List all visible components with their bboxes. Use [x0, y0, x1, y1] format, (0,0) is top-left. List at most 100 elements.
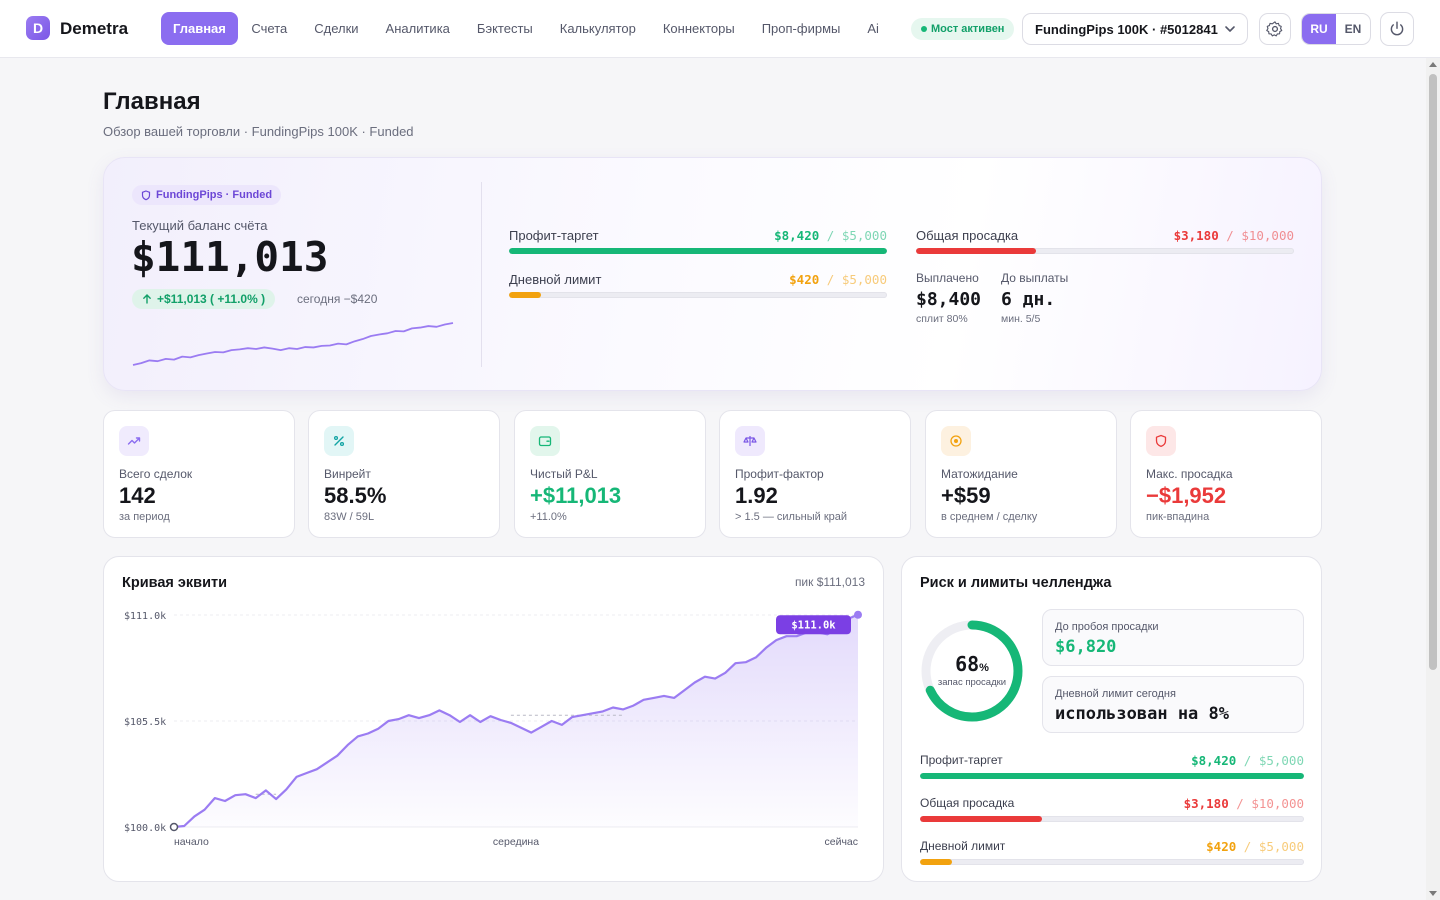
paid-out-stat: Выплачено $8,400 сплит 80% — [916, 271, 981, 325]
target-icon — [941, 426, 971, 456]
total-drawdown-amount: $3,180 — [1173, 228, 1219, 243]
stat-card-profit-factor[interactable]: Профит-фактор 1.92 > 1.5 — сильный край — [719, 410, 911, 538]
hero-divider — [481, 182, 482, 367]
daily-limit-progress-fill — [920, 859, 953, 865]
daily-limit-amount: $420 — [789, 272, 820, 287]
daily-today-box: Дневной лимит сегодня использован на 8% — [1042, 676, 1304, 733]
y-tick-label: $111.0k — [124, 611, 166, 622]
gauge-unit: % — [979, 662, 989, 674]
stat-value: 58.5% — [324, 483, 387, 508]
balance-change-value: +$11,013 ( +11.0% ) — [157, 292, 266, 306]
profit-target-progress — [509, 248, 887, 254]
total-drawdown-label: Общая просадка — [916, 228, 1019, 243]
stat-sub: > 1.5 — сильный край — [735, 511, 848, 523]
lang-en-button[interactable]: EN — [1344, 22, 1362, 36]
scroll-down-icon[interactable] — [1429, 891, 1437, 896]
nav-item-connectors[interactable]: Коннекторы — [662, 21, 735, 36]
stat-value: +$11,013 — [530, 483, 622, 508]
stat-value: 142 — [119, 483, 156, 508]
to-payout-label: До выплаты — [1001, 271, 1069, 285]
stat-card-winrate[interactable]: Винрейт 58.5% 83W / 59L — [308, 410, 500, 538]
daily-limit-limit: / $5,000 — [1243, 839, 1304, 854]
scrollbar-thumb[interactable] — [1429, 74, 1437, 670]
bridge-status-label: Мост активен — [931, 23, 1005, 35]
nav-item-analytics[interactable]: Аналитика — [385, 21, 450, 36]
risk-title: Риск и лимиты челленджа — [920, 575, 1112, 591]
nav-item-ai[interactable]: Ai — [867, 21, 879, 36]
top-bar: D Demetra Главная Счета Сделки Аналитика… — [0, 0, 1440, 58]
stat-sub: за период — [119, 511, 170, 523]
start-point — [169, 822, 179, 832]
stat-sub: 83W / 59L — [324, 511, 375, 523]
scroll-up-icon[interactable] — [1429, 62, 1437, 67]
sparkline-series-line — [132, 322, 454, 366]
prop-firm-badge-label: FundingPips · Funded — [156, 189, 273, 201]
stat-label: Профит-фактор — [735, 467, 824, 481]
nav-item-calculator[interactable]: Калькулятор — [559, 21, 636, 36]
nav-item-prop-firms[interactable]: Проп-фирмы — [761, 21, 841, 36]
paid-out-label: Выплачено — [916, 271, 979, 285]
lang-ru-button[interactable]: RU — [1302, 14, 1336, 44]
y-tick-label: $100.0k — [124, 823, 166, 834]
equity-peak: пик $111,013 — [794, 575, 865, 589]
equity-series-line — [173, 613, 859, 829]
y-tick-label: $105.5k — [124, 717, 166, 728]
stat-label: Всего сделок — [119, 467, 193, 481]
profit-target-limit: / $5,000 — [826, 228, 887, 243]
shield-icon — [1146, 426, 1176, 456]
power-icon — [1390, 21, 1404, 36]
total-drawdown-limit: / $10,000 — [1236, 796, 1304, 811]
main-nav: Главная Счета Сделки Аналитика Бэктесты … — [161, 12, 884, 45]
equity-title: Кривая эквити — [122, 575, 228, 591]
stat-card-total-trades[interactable]: Всего сделок 142 за период — [103, 410, 295, 538]
stat-card-net-pnl[interactable]: Чистый P&L +$11,013 +11.0% — [514, 410, 706, 538]
balance-value: $111,013 — [131, 233, 329, 281]
paid-out-sub: сплит 80% — [916, 313, 968, 325]
stat-label: Макс. просадка — [1146, 467, 1233, 481]
nav-item-accounts[interactable]: Счета — [251, 21, 288, 36]
stat-card-max-drawdown[interactable]: Макс. просадка −$1,952 пик-впадина — [1130, 410, 1322, 538]
profit-target-progress-fill — [920, 773, 1304, 779]
to-breach-value: $6,820 — [1055, 637, 1117, 657]
to-payout-value: 6 дн. — [1001, 289, 1056, 310]
stat-card-expectancy[interactable]: Матожидание +$59 в среднем / сделку — [925, 410, 1117, 538]
gauge-label: запас просадки — [937, 677, 1007, 688]
chevron-down-icon — [1225, 26, 1235, 32]
to-payout-sub: мин. 5/5 — [1001, 313, 1041, 325]
daily-limit-label: Дневной лимит — [509, 272, 602, 287]
stat-sub: пик-впадина — [1146, 511, 1210, 523]
to-breach-label: До пробоя просадки — [1055, 621, 1159, 633]
total-drawdown-progress-fill — [920, 816, 1043, 822]
drawdown-gauge — [921, 620, 1023, 722]
x-tick-label: середина — [493, 836, 539, 848]
equity-curve-panel: Кривая эквити пик $111,013 $111.0k $105.5… — [103, 556, 884, 882]
to-breach-box: До пробоя просадки $6,820 — [1042, 609, 1304, 666]
stat-sub: в среднем / сделку — [941, 511, 1038, 523]
equity-area — [174, 614, 858, 827]
shield-icon — [141, 189, 151, 200]
stat-sub: +11.0% — [530, 511, 567, 523]
profit-target-value: $8,420 / $5,000 — [1191, 753, 1304, 768]
stat-value: −$1,952 — [1146, 483, 1227, 508]
account-selector[interactable]: FundingPips 100K · #5012841 — [1022, 13, 1248, 45]
total-drawdown-value: $3,180 / $10,000 — [1174, 228, 1294, 243]
end-value-bubble — [776, 615, 851, 635]
today-pnl: сегодня −$420 — [297, 292, 378, 306]
daily-limit-limit: / $5,000 — [826, 272, 887, 287]
paid-out-value: $8,400 — [916, 289, 982, 310]
profit-target-progress-fill — [509, 248, 887, 254]
equity-chart[interactable]: $111.0k $105.5k $100.0k начало середина сейча… — [104, 557, 885, 883]
nav-item-home[interactable]: Главная — [161, 12, 238, 45]
nav-item-backtests[interactable]: Бэктесты — [476, 21, 533, 36]
daily-limit-label: Дневной лимит — [920, 839, 1006, 853]
nav-item-trades[interactable]: Сделки — [314, 21, 359, 36]
page-subtitle: Обзор вашей торговли · FundingPips 100K … — [103, 124, 414, 139]
page-scrollbar[interactable] — [1426, 58, 1440, 900]
brand-name[interactable]: Demetra — [60, 19, 129, 38]
account-selector-label: FundingPips 100K · #5012841 — [1035, 21, 1218, 37]
settings-button[interactable] — [1259, 13, 1291, 45]
risk-limits-panel: Риск и лимиты челленджа 68% запас просад… — [901, 556, 1322, 882]
to-payout-stat: До выплаты 6 дн. мин. 5/5 — [1001, 271, 1068, 325]
logout-button[interactable] — [1380, 12, 1414, 46]
app-logo[interactable]: D — [26, 16, 50, 40]
